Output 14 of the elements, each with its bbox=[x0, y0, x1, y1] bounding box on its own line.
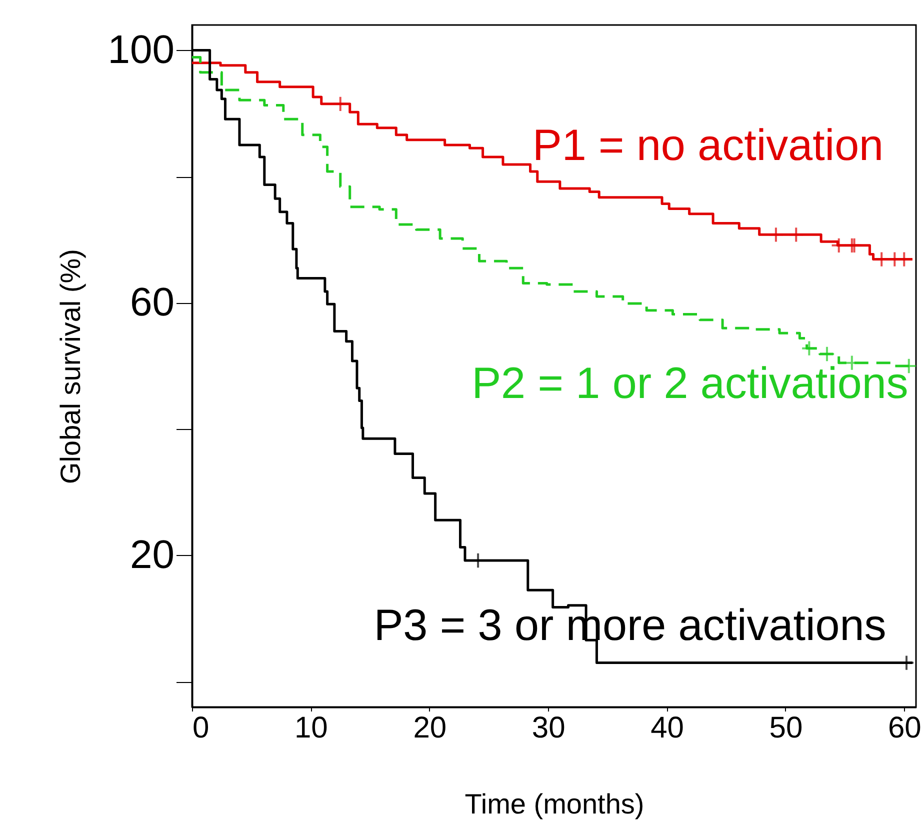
x-axis-title: Time (months) bbox=[464, 788, 644, 820]
y-axis-title: Global survival (%) bbox=[54, 249, 86, 484]
x-tick-label: 30 bbox=[532, 712, 566, 744]
y-tick-label: 60 bbox=[130, 280, 174, 324]
y-tick-label: 20 bbox=[130, 532, 174, 577]
y-tick-label: 100 bbox=[108, 28, 174, 72]
x-tick-label: 40 bbox=[650, 712, 684, 744]
x-tick-label: 20 bbox=[413, 712, 447, 744]
x-tick-label: 60 bbox=[888, 712, 922, 744]
x-tick-label: 10 bbox=[294, 712, 328, 744]
series-label: P1 = no activation bbox=[532, 121, 884, 170]
x-tick-label: 50 bbox=[769, 712, 803, 744]
series-label: P2 = 1 or 2 activations bbox=[472, 359, 908, 408]
x-tick-label: 0 bbox=[192, 712, 210, 744]
